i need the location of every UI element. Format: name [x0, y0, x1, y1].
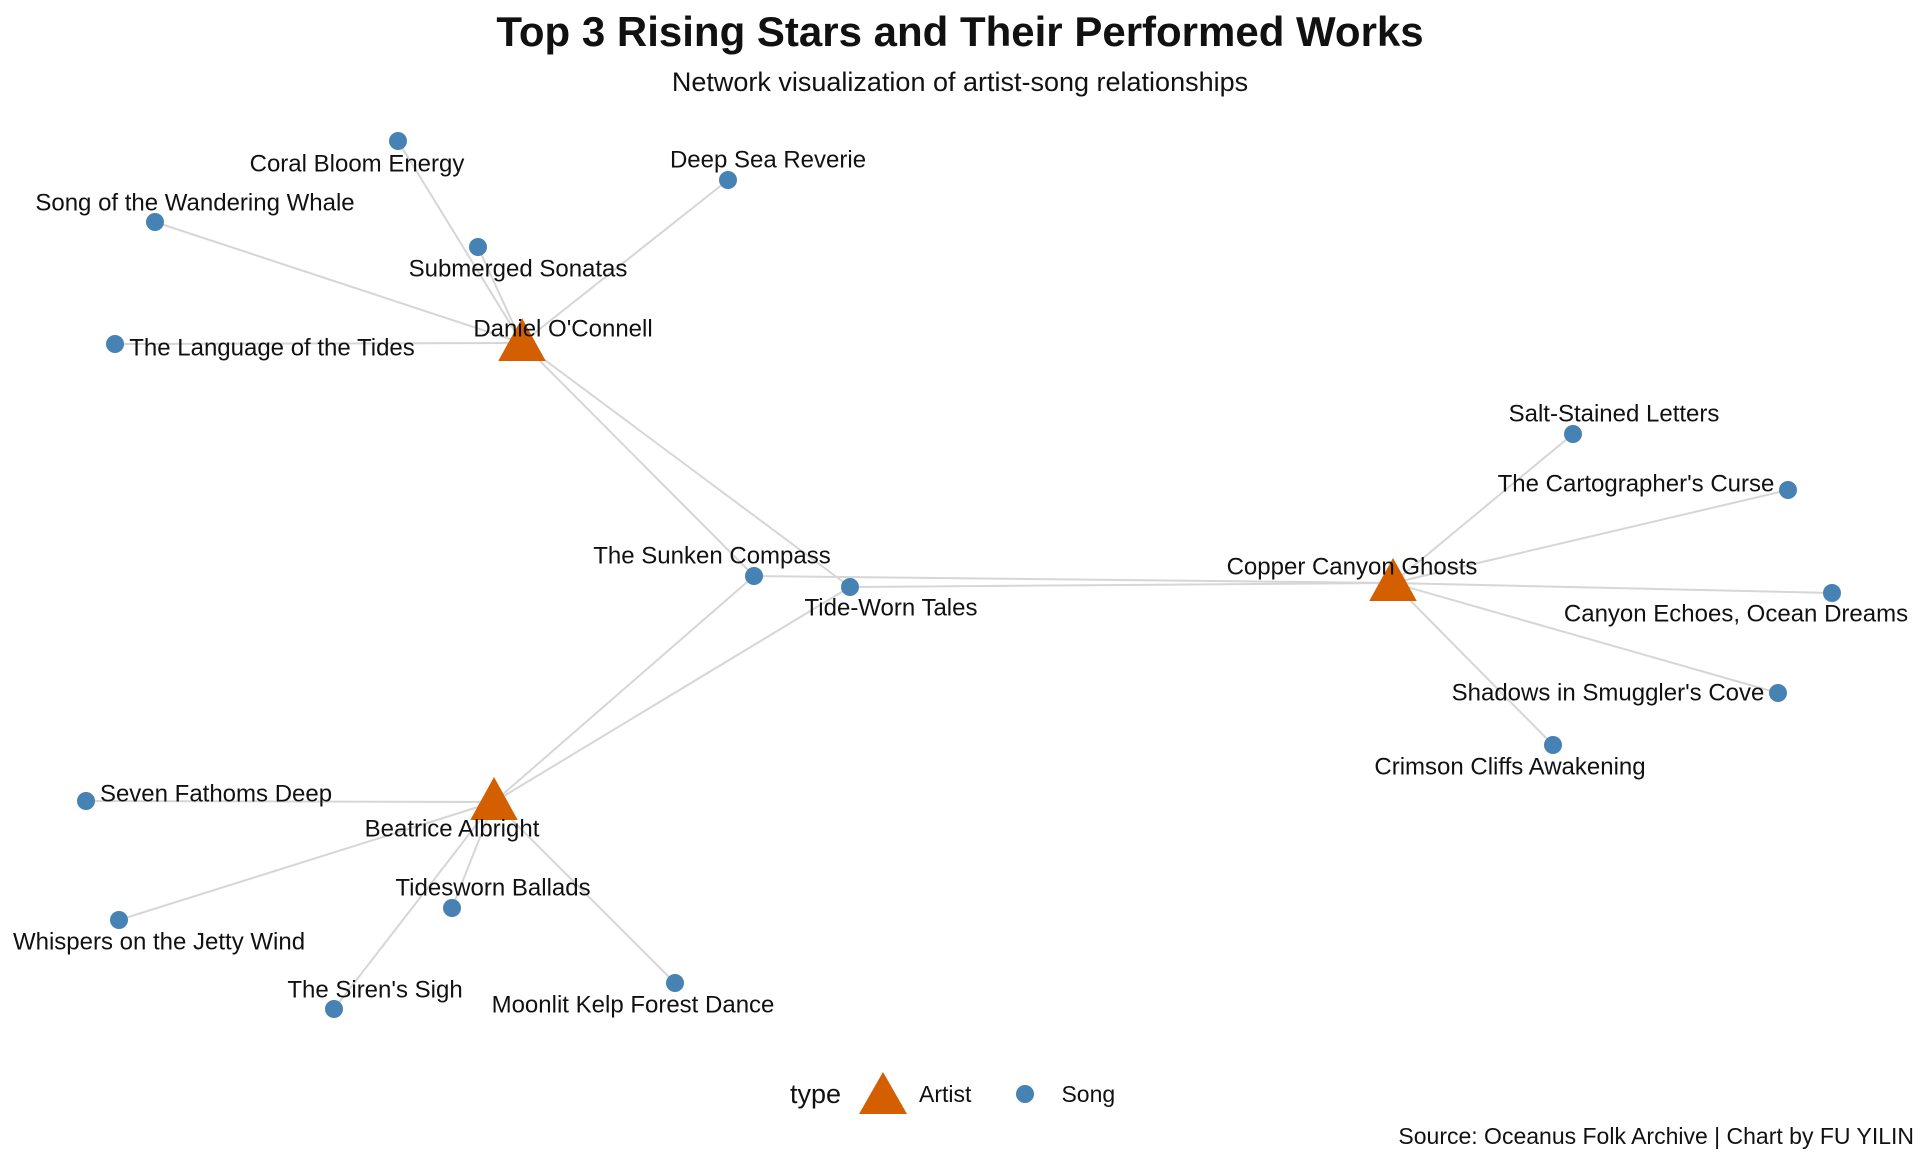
legend-item-song: Song	[997, 1066, 1115, 1122]
legend-label-song: Song	[1061, 1080, 1116, 1107]
song-node-tidesworn	[443, 899, 461, 917]
edge-daniel-tides	[114, 342, 523, 345]
song-node-salt	[1564, 425, 1582, 443]
node-label-deepsea: Deep Sea Reverie	[670, 146, 866, 173]
song-node-coral	[389, 132, 407, 150]
artist-node-beatrice	[470, 777, 518, 820]
node-label-coral: Coral Bloom Energy	[250, 150, 465, 177]
node-label-submerged: Submerged Sonatas	[409, 255, 628, 282]
edge-daniel-compass	[521, 342, 755, 577]
node-label-beatrice: Beatrice Albright	[365, 815, 540, 842]
edge-copper-compass	[753, 575, 1394, 584]
song-node-moonlit	[666, 974, 684, 992]
node-label-tideworn: Tide-Worn Tales	[805, 594, 978, 621]
edge-daniel-whale	[154, 221, 523, 344]
edge-beatrice-compass	[493, 575, 755, 803]
node-label-shadows: Shadows in Smuggler's Cove	[1452, 679, 1765, 706]
label-layer: Daniel O'Connell Copper Canyon Ghosts Beat…	[13, 146, 1908, 1018]
song-circle-icon	[1016, 1085, 1035, 1103]
node-label-whale: Song of the Wandering Whale	[35, 189, 354, 216]
edge-copper-shadows	[1392, 582, 1779, 694]
node-label-salt: Salt-Stained Letters	[1509, 400, 1720, 427]
song-node-seven	[77, 792, 95, 810]
song-node-crimson	[1544, 736, 1562, 754]
artist-node-daniel	[498, 318, 546, 361]
legend: type Artist Song	[790, 1064, 1141, 1124]
song-node-tideworn	[841, 578, 859, 596]
edge-daniel-tideworn	[521, 342, 851, 588]
legend-item-artist: Artist	[855, 1066, 971, 1122]
edge-layer	[85, 140, 1833, 1010]
node-label-canyon: Canyon Echoes, Ocean Dreams	[1564, 600, 1908, 627]
song-node-whispers	[110, 911, 128, 929]
chart-title: Top 3 Rising Stars and Their Performed W…	[496, 8, 1424, 55]
node-label-moonlit: Moonlit Kelp Forest Dance	[492, 991, 775, 1018]
edge-daniel-submerged	[477, 246, 523, 344]
source-caption: Source: Oceanus Folk Archive | Chart by …	[1398, 1123, 1914, 1149]
artist-node-copper	[1369, 558, 1417, 601]
song-node-canyon	[1823, 584, 1841, 602]
node-label-crimson: Crimson Cliffs Awakening	[1374, 753, 1645, 780]
node-label-whispers: Whispers on the Jetty Wind	[13, 928, 305, 955]
edge-beatrice-moonlit	[493, 801, 676, 984]
legend-label-artist: Artist	[919, 1080, 972, 1107]
edge-copper-carto	[1392, 489, 1789, 584]
edge-copper-canyon	[1392, 582, 1833, 594]
edge-daniel-coral	[397, 140, 523, 344]
node-label-tidesworn: Tidesworn Ballads	[395, 874, 590, 901]
edge-copper-salt	[1392, 433, 1574, 584]
node-label-daniel: Daniel O'Connell	[473, 315, 652, 342]
node-label-siren: The Siren's Sigh	[287, 976, 462, 1003]
song-node-tides	[106, 335, 124, 353]
node-layer	[77, 132, 1841, 1018]
legend-title: type	[790, 1078, 842, 1109]
song-node-compass	[745, 567, 763, 585]
node-label-seven: Seven Fathoms Deep	[100, 780, 332, 807]
edge-beatrice-seven	[85, 800, 495, 803]
chart-subtitle: Network visualization of artist-song rel…	[671, 67, 1249, 97]
edge-daniel-deepsea	[521, 179, 729, 344]
edge-beatrice-tideworn	[493, 586, 851, 803]
song-node-whale	[146, 213, 164, 231]
song-node-deepsea	[719, 171, 737, 189]
edge-copper-crimson	[1392, 582, 1554, 746]
song-node-siren	[325, 1000, 343, 1018]
node-label-copper: Copper Canyon Ghosts	[1227, 553, 1478, 580]
node-label-carto: The Cartographer's Curse	[1498, 470, 1775, 497]
artist-triangle-icon	[859, 1072, 908, 1114]
edge-copper-tideworn	[849, 582, 1394, 588]
edge-beatrice-whispers	[118, 801, 495, 921]
song-node-carto	[1779, 481, 1797, 499]
node-label-compass: The Sunken Compass	[593, 542, 830, 569]
song-node-submerged	[469, 238, 487, 256]
song-node-shadows	[1769, 684, 1787, 702]
edge-beatrice-siren	[333, 801, 495, 1010]
node-label-tides: The Language of the Tides	[129, 334, 415, 361]
